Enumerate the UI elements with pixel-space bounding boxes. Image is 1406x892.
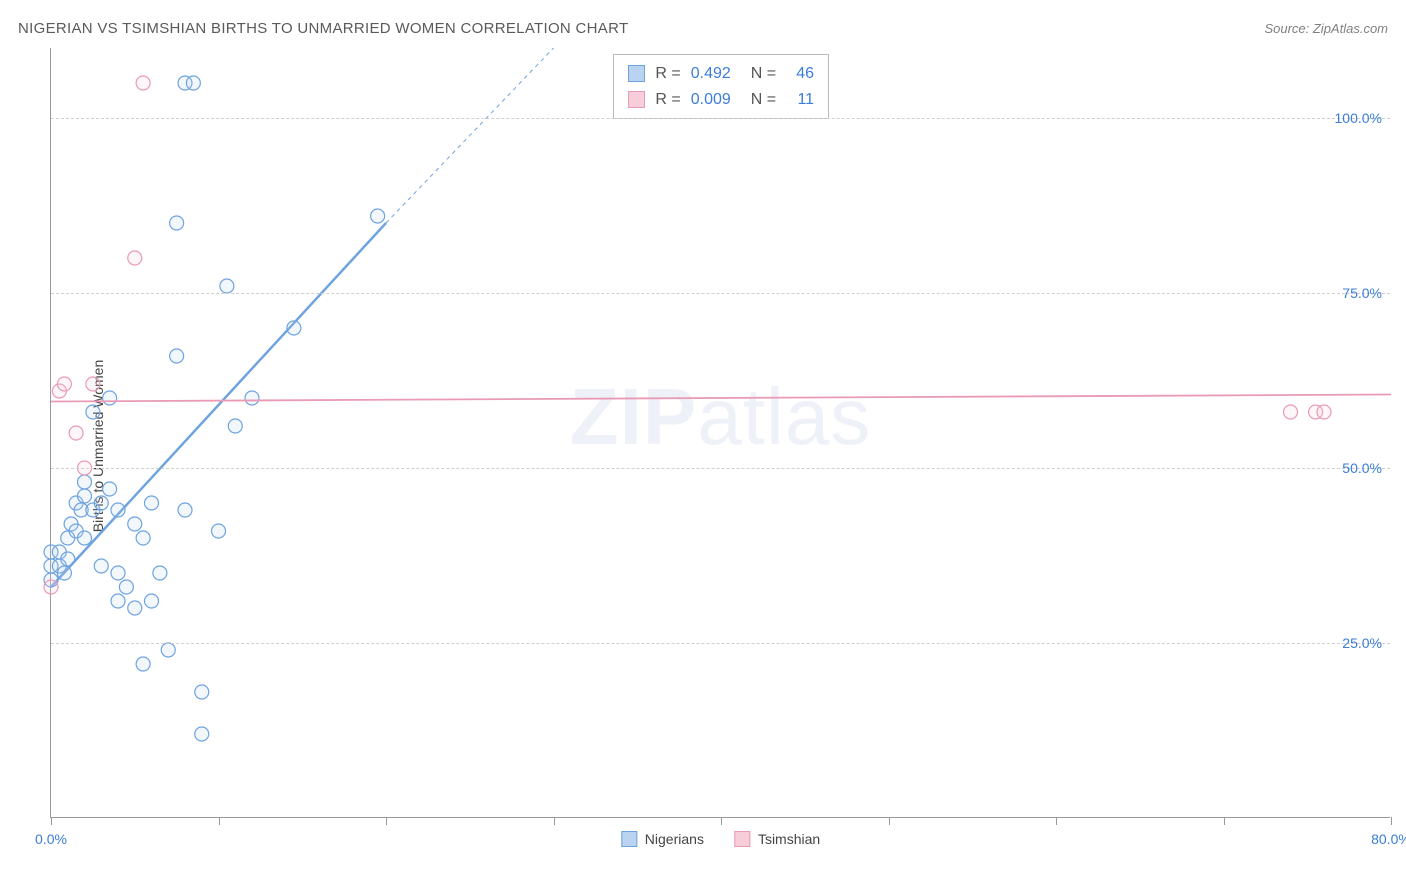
data-point [78, 475, 92, 489]
legend-item: Nigerians [621, 831, 704, 847]
data-point [78, 489, 92, 503]
source-attribution: Source: ZipAtlas.com [1264, 21, 1388, 36]
stat-label-r: R = [655, 61, 680, 87]
y-tick-label: 75.0% [1342, 285, 1382, 301]
x-tick [889, 817, 890, 825]
data-point [94, 559, 108, 573]
data-point [86, 405, 100, 419]
legend-label: Nigerians [645, 831, 704, 847]
data-point [103, 391, 117, 405]
data-point [128, 517, 142, 531]
chart-title: NIGERIAN VS TSIMSHIAN BIRTHS TO UNMARRIE… [18, 20, 628, 37]
data-point [245, 391, 259, 405]
gridline [51, 118, 1390, 119]
data-point [170, 216, 184, 230]
data-point [111, 566, 125, 580]
data-point [186, 76, 200, 90]
regression-extrapolation [386, 48, 554, 223]
x-tick-label: 0.0% [35, 831, 67, 847]
chart-header: NIGERIAN VS TSIMSHIAN BIRTHS TO UNMARRIE… [18, 20, 1388, 37]
data-point [136, 657, 150, 671]
data-point [94, 496, 108, 510]
y-tick-label: 25.0% [1342, 635, 1382, 651]
data-point [212, 524, 226, 538]
stats-row: R = 0.009 N = 11 [628, 87, 814, 113]
data-point [153, 566, 167, 580]
legend-swatch [621, 831, 637, 847]
legend-item: Tsimshian [734, 831, 820, 847]
n-value: 46 [786, 61, 814, 87]
series-legend: Nigerians Tsimshian [621, 831, 820, 847]
data-point [61, 552, 75, 566]
y-tick-label: 50.0% [1342, 460, 1382, 476]
x-tick [219, 817, 220, 825]
data-point [145, 496, 159, 510]
legend-label: Tsimshian [758, 831, 820, 847]
x-tick [51, 817, 52, 825]
data-point [119, 580, 133, 594]
data-point [128, 251, 142, 265]
gridline [51, 293, 1390, 294]
legend-swatch [628, 65, 645, 82]
plot-area: ZIPatlas R = 0.492 N = 46 R = 0.009 N = … [50, 48, 1390, 818]
x-tick [1056, 817, 1057, 825]
stats-legend-box: R = 0.492 N = 46 R = 0.009 N = 11 [613, 54, 829, 119]
data-point [287, 321, 301, 335]
data-point [57, 377, 71, 391]
data-point [195, 727, 209, 741]
data-point [44, 580, 58, 594]
x-tick [721, 817, 722, 825]
data-point [69, 426, 83, 440]
data-point [136, 531, 150, 545]
data-point [86, 377, 100, 391]
stat-label-r: R = [655, 87, 680, 113]
data-point [57, 566, 71, 580]
data-point [161, 643, 175, 657]
data-point [136, 76, 150, 90]
data-point [103, 482, 117, 496]
data-point [178, 503, 192, 517]
x-tick [1224, 817, 1225, 825]
x-tick [554, 817, 555, 825]
data-point [111, 503, 125, 517]
data-point [1284, 405, 1298, 419]
stats-row: R = 0.492 N = 46 [628, 61, 814, 87]
data-point [111, 594, 125, 608]
data-point [371, 209, 385, 223]
y-tick-label: 100.0% [1335, 110, 1382, 126]
stat-label-n: N = [751, 61, 776, 87]
chart-svg [51, 48, 1390, 817]
r-value: 0.492 [691, 61, 741, 87]
data-point [128, 601, 142, 615]
data-point [170, 349, 184, 363]
data-point [1317, 405, 1331, 419]
gridline [51, 468, 1390, 469]
legend-swatch [734, 831, 750, 847]
legend-swatch [628, 91, 645, 108]
data-point [145, 594, 159, 608]
r-value: 0.009 [691, 87, 741, 113]
data-point [78, 531, 92, 545]
x-tick-label: 80.0% [1371, 831, 1406, 847]
x-tick [386, 817, 387, 825]
gridline [51, 643, 1390, 644]
data-point [220, 279, 234, 293]
data-point [228, 419, 242, 433]
stat-label-n: N = [751, 87, 776, 113]
x-tick [1391, 817, 1392, 825]
data-point [195, 685, 209, 699]
n-value: 11 [786, 87, 814, 113]
